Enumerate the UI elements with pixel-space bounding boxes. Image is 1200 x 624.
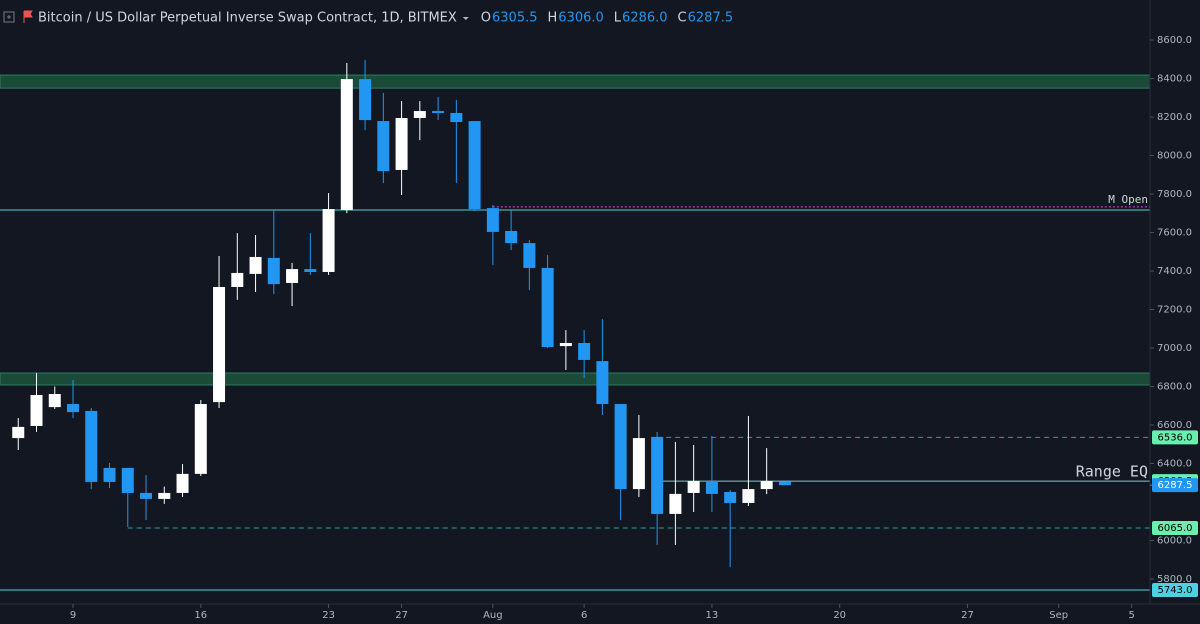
candle-body [267,257,280,285]
candle-body [450,112,463,123]
ohlc-key: C [678,11,687,26]
y-tick-label: 7400.0 [1157,266,1192,277]
candle-body [213,286,226,403]
candle-body [395,117,408,170]
candle-body [12,426,25,439]
level-annotation: Range EQ [1076,463,1148,481]
candle-body [742,489,755,503]
candle-body [121,467,134,493]
candle-body [432,111,445,113]
candle-body [559,342,572,347]
price-label: 6065.0 [1158,523,1193,534]
candle-body [158,492,171,499]
candle-body [286,269,299,283]
x-tick-label: 27 [395,610,408,621]
x-tick-label: Sep [1049,610,1068,621]
chart-title[interactable]: Bitcoin / US Dollar Perpetual Inverse Sw… [38,11,457,26]
candle-body [103,467,116,482]
candle-body [85,410,98,482]
x-tick-label: 6 [581,610,587,621]
candle-body [468,121,481,210]
candle-body [194,404,207,474]
candle-body [669,493,682,514]
y-tick-label: 7200.0 [1157,305,1192,316]
candle-body [377,121,390,172]
ohlc-key: O [481,11,491,26]
price-label: 6536.0 [1158,432,1193,443]
candle-body [578,342,591,360]
price-label-box [1152,582,1198,597]
candle-body [486,208,499,232]
plot-area [0,60,1151,591]
ohlc-value: 6287.5 [688,11,734,26]
candle-body [304,269,317,272]
y-tick-label: 5800.0 [1157,574,1192,585]
candle-body [176,473,189,493]
price-label: 5743.0 [1158,585,1193,596]
candle-body [541,267,554,348]
candle-body [231,272,244,287]
y-tick-label: 8200.0 [1157,112,1192,123]
y-tick-label: 6800.0 [1157,381,1192,392]
y-tick-label: 8000.0 [1157,151,1192,162]
candle-body [340,79,353,210]
candle-body [249,256,262,274]
dropdown-caret[interactable] [462,17,469,20]
x-tick-label: 20 [833,610,846,621]
y-tick-label: 6400.0 [1157,458,1192,469]
candle-body [30,394,43,426]
candle-body [687,481,700,493]
x-tick-label: 16 [194,610,207,621]
x-tick-label: 5 [1129,610,1135,621]
y-tick-label: 8400.0 [1157,74,1192,85]
candle-body [614,404,627,490]
ohlc-value: 6286.0 [622,11,668,26]
candle-body [760,481,773,490]
expand-icon[interactable] [3,11,15,23]
price-label-box [1152,520,1198,535]
exchange-flag [23,10,33,23]
x-tick-label: Aug [483,610,503,621]
candle-body [359,79,372,121]
last-price-label: 6287.5 [1158,480,1193,491]
y-tick-label: 8600.0 [1157,35,1192,46]
ohlc-key: L [614,11,622,26]
ohlc-header: O 6305.5 H 6306.0 L 6286.0 C 6287.5 [481,11,733,26]
candle-body [651,436,664,514]
y-tick-label: 7800.0 [1157,189,1192,200]
last-price-box [1152,478,1198,493]
x-tick-label: 9 [70,610,76,621]
price-label-box [1152,430,1198,445]
candle-body [705,481,718,494]
y-tick-label: 6600.0 [1157,420,1192,431]
candle-body [322,209,335,272]
y-tick-label: 6000.0 [1157,535,1192,546]
level-annotation: M Open [1108,193,1148,206]
y-tick-label: 7600.0 [1157,228,1192,239]
candle-body [413,111,426,118]
y-tick-label: 7000.0 [1157,343,1192,354]
candle-body [48,394,61,408]
candle-body [632,438,645,490]
candle-body [596,361,609,405]
support-zone [0,74,1151,89]
expand-icon-glyph [7,15,11,19]
candle-body [505,230,518,244]
candle-body [778,481,791,486]
ohlc-key: H [548,11,558,26]
candle-body [523,243,536,268]
support-zone [0,372,1151,386]
ohlc-value: 6305.5 [492,11,538,26]
candle-body [724,491,737,503]
candle-body [140,492,153,499]
x-tick-label: 13 [706,610,719,621]
ohlc-value: 6306.0 [558,11,604,26]
candle-body [67,404,80,413]
x-tick-label: 27 [961,610,974,621]
x-tick-label: 23 [322,610,335,621]
